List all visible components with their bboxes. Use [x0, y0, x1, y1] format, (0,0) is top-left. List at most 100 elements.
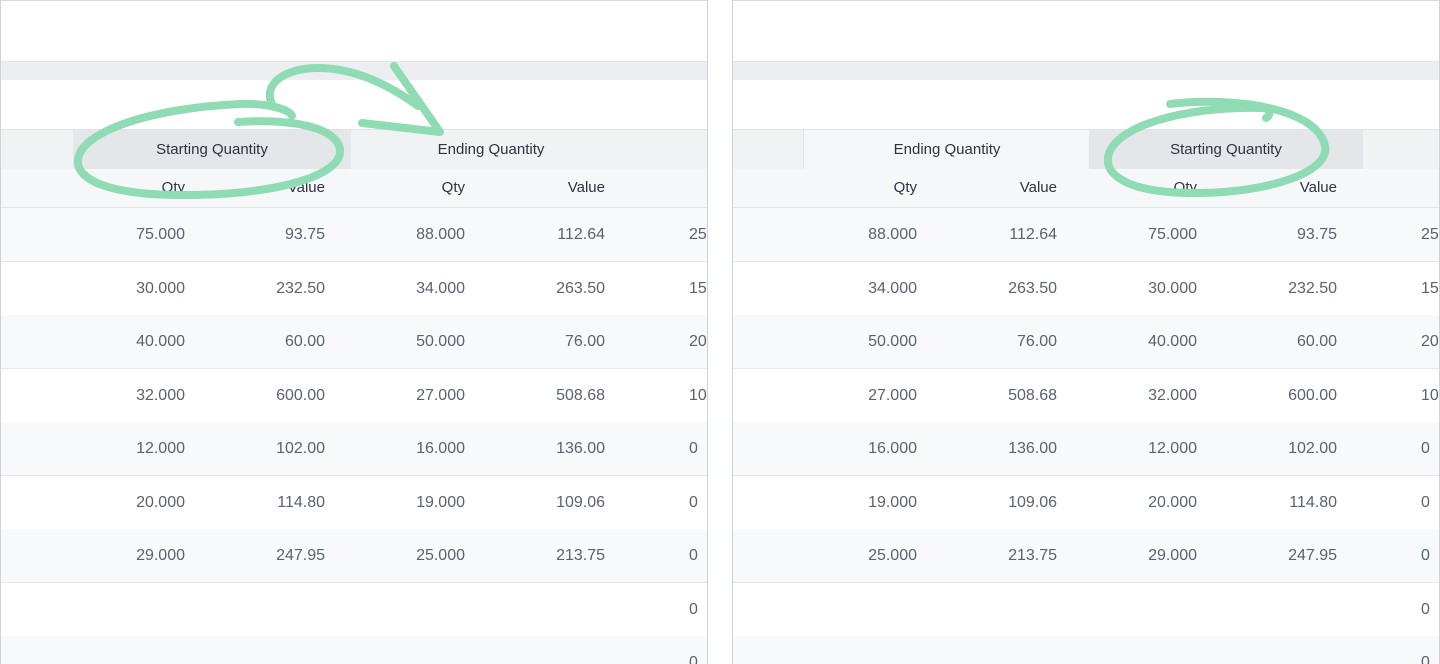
cell-start-qty: 32.000	[136, 386, 185, 404]
column-group-ending-quantity[interactable]: Ending Quantity	[803, 130, 1090, 170]
cell-end-qty: 16.000	[416, 440, 465, 457]
cell-next-column: 0	[1421, 493, 1430, 511]
cell-start-qty: 75.000	[136, 226, 185, 243]
cell-next-column: 0	[689, 547, 698, 564]
table-row[interactable]: 75.000 93.75 88.000 112.64 25	[1, 208, 707, 262]
column-header-end-qty[interactable]: Qty	[893, 179, 917, 196]
cell-start-qty: 75.000	[1148, 226, 1197, 243]
table-row[interactable]: 0	[1, 636, 707, 664]
cell-start-qty: 32.000	[1148, 386, 1197, 404]
column-group-header-row: Ending Quantity Starting Quantity	[733, 129, 1439, 171]
cell-next-column: 0	[689, 493, 698, 511]
cell-end-value: 213.75	[556, 547, 605, 564]
column-header-row: Qty Value Qty Value	[1, 169, 707, 208]
cell-start-qty: 12.000	[1148, 440, 1197, 457]
column-header-end-qty[interactable]: Qty	[441, 179, 465, 196]
column-group-starting-quantity[interactable]: Starting Quantity	[73, 130, 351, 170]
cell-next-column: 0	[1421, 547, 1430, 564]
cell-start-value	[213, 583, 325, 636]
toolbar-divider	[733, 61, 1439, 80]
cell-start-value: 247.95	[1288, 547, 1337, 564]
panel-gap	[708, 0, 732, 664]
table-row[interactable]: 16.000 136.00 12.000 102.00 0	[733, 422, 1439, 476]
cell-end-value: 263.50	[1008, 279, 1057, 297]
column-header-end-value[interactable]: Value	[1019, 179, 1057, 196]
cell-end-qty: 19.000	[868, 493, 917, 511]
cell-next-column: 0	[689, 440, 698, 457]
table-row[interactable]: 29.000 247.95 25.000 213.75 0	[1, 529, 707, 583]
cell-next-column: 25	[1421, 226, 1439, 243]
table-row[interactable]: 34.000 263.50 30.000 232.50 15	[733, 261, 1439, 316]
table-row[interactable]: 25.000 213.75 29.000 247.95 0	[733, 529, 1439, 583]
column-header-start-value[interactable]: Value	[1299, 179, 1337, 196]
cell-next-column: 25	[689, 226, 707, 243]
cell-next-column: 10	[1421, 386, 1439, 404]
cell-start-value: 114.80	[277, 493, 325, 511]
cell-end-value: 213.75	[1008, 547, 1057, 564]
cell-start-value: 232.50	[1288, 279, 1337, 297]
table-row[interactable]: 0	[733, 636, 1439, 664]
cell-start-value	[1225, 583, 1337, 636]
column-group-header-row: Starting Quantity Ending Quantity	[1, 129, 707, 171]
table-row[interactable]: 50.000 76.00 40.000 60.00 20	[733, 315, 1439, 369]
column-header-start-qty[interactable]: Qty	[1173, 179, 1197, 196]
cell-start-qty: 20.000	[1148, 493, 1197, 511]
cell-end-value: 508.68	[556, 386, 605, 404]
cell-next-column: 15	[1421, 279, 1439, 297]
table-row[interactable]: 20.000 114.80 19.000 109.06 0	[1, 475, 707, 530]
cell-next-column: 0	[1421, 440, 1430, 457]
cell-end-qty: 50.000	[416, 333, 465, 350]
table-row[interactable]: 30.000 232.50 34.000 263.50 15	[1, 261, 707, 316]
cell-end-qty: 19.000	[416, 493, 465, 511]
cell-end-value	[493, 583, 605, 636]
cell-end-value: 136.00	[556, 440, 605, 457]
cell-end-qty: 88.000	[868, 226, 917, 243]
cell-start-value: 102.00	[276, 440, 325, 457]
cell-start-value: 232.50	[276, 279, 325, 297]
cell-end-value: 136.00	[1008, 440, 1057, 457]
cell-end-qty: 34.000	[416, 279, 465, 297]
toolbar-area	[1, 0, 707, 62]
column-header-start-value[interactable]: Value	[287, 179, 325, 196]
cell-end-qty: 25.000	[868, 547, 917, 564]
column-header-start-qty[interactable]: Qty	[161, 179, 185, 196]
cell-next-column: 20	[1421, 333, 1439, 350]
table-row[interactable]: 27.000 508.68 32.000 600.00 10	[733, 368, 1439, 423]
toolbar-divider	[1, 61, 707, 80]
table-row[interactable]: 19.000 109.06 20.000 114.80 0	[733, 475, 1439, 530]
cell-next-column: 10	[689, 386, 707, 404]
table-row[interactable]: 0	[733, 582, 1439, 637]
cell-end-qty: 34.000	[868, 279, 917, 297]
cell-start-value: 102.00	[1288, 440, 1337, 457]
column-header-end-value[interactable]: Value	[567, 179, 605, 196]
cell-end-value	[945, 636, 1057, 664]
cell-end-qty: 27.000	[868, 386, 917, 404]
cell-next-column: 15	[689, 279, 707, 297]
toolbar-area	[733, 0, 1439, 62]
cell-start-value: 93.75	[1296, 226, 1337, 243]
table-row[interactable]: 0	[1, 582, 707, 637]
cell-start-qty: 40.000	[136, 333, 185, 350]
cell-start-qty: 30.000	[136, 279, 185, 297]
cell-next-column: 0	[1421, 600, 1430, 618]
cell-start-value: 600.00	[1288, 386, 1337, 404]
cell-end-value: 109.06	[556, 493, 605, 511]
cell-end-qty: 25.000	[416, 547, 465, 564]
cell-end-value: 263.50	[556, 279, 605, 297]
cell-start-qty: 12.000	[136, 440, 185, 457]
cell-next-column: 0	[1421, 654, 1430, 664]
table-row[interactable]: 40.000 60.00 50.000 76.00 20	[1, 315, 707, 369]
column-header-row: Qty Value Qty Value	[733, 169, 1439, 208]
cell-start-qty: 29.000	[1148, 547, 1197, 564]
column-group-ending-quantity[interactable]: Ending Quantity	[437, 141, 545, 158]
table-row[interactable]: 32.000 600.00 27.000 508.68 10	[1, 368, 707, 423]
table-row[interactable]: 12.000 102.00 16.000 136.00 0	[1, 422, 707, 476]
cell-end-qty: 27.000	[416, 386, 465, 404]
after-table-panel: Ending Quantity Starting Quantity Qty Va…	[732, 0, 1440, 664]
column-group-starting-quantity[interactable]: Starting Quantity	[1089, 130, 1363, 170]
before-table-panel: Starting Quantity Ending Quantity Qty Va…	[0, 0, 708, 664]
table-row[interactable]: 88.000 112.64 75.000 93.75 25	[733, 208, 1439, 262]
cell-end-value: 112.64	[557, 226, 605, 243]
cell-start-value: 93.75	[284, 226, 325, 243]
cell-start-qty	[73, 583, 185, 636]
